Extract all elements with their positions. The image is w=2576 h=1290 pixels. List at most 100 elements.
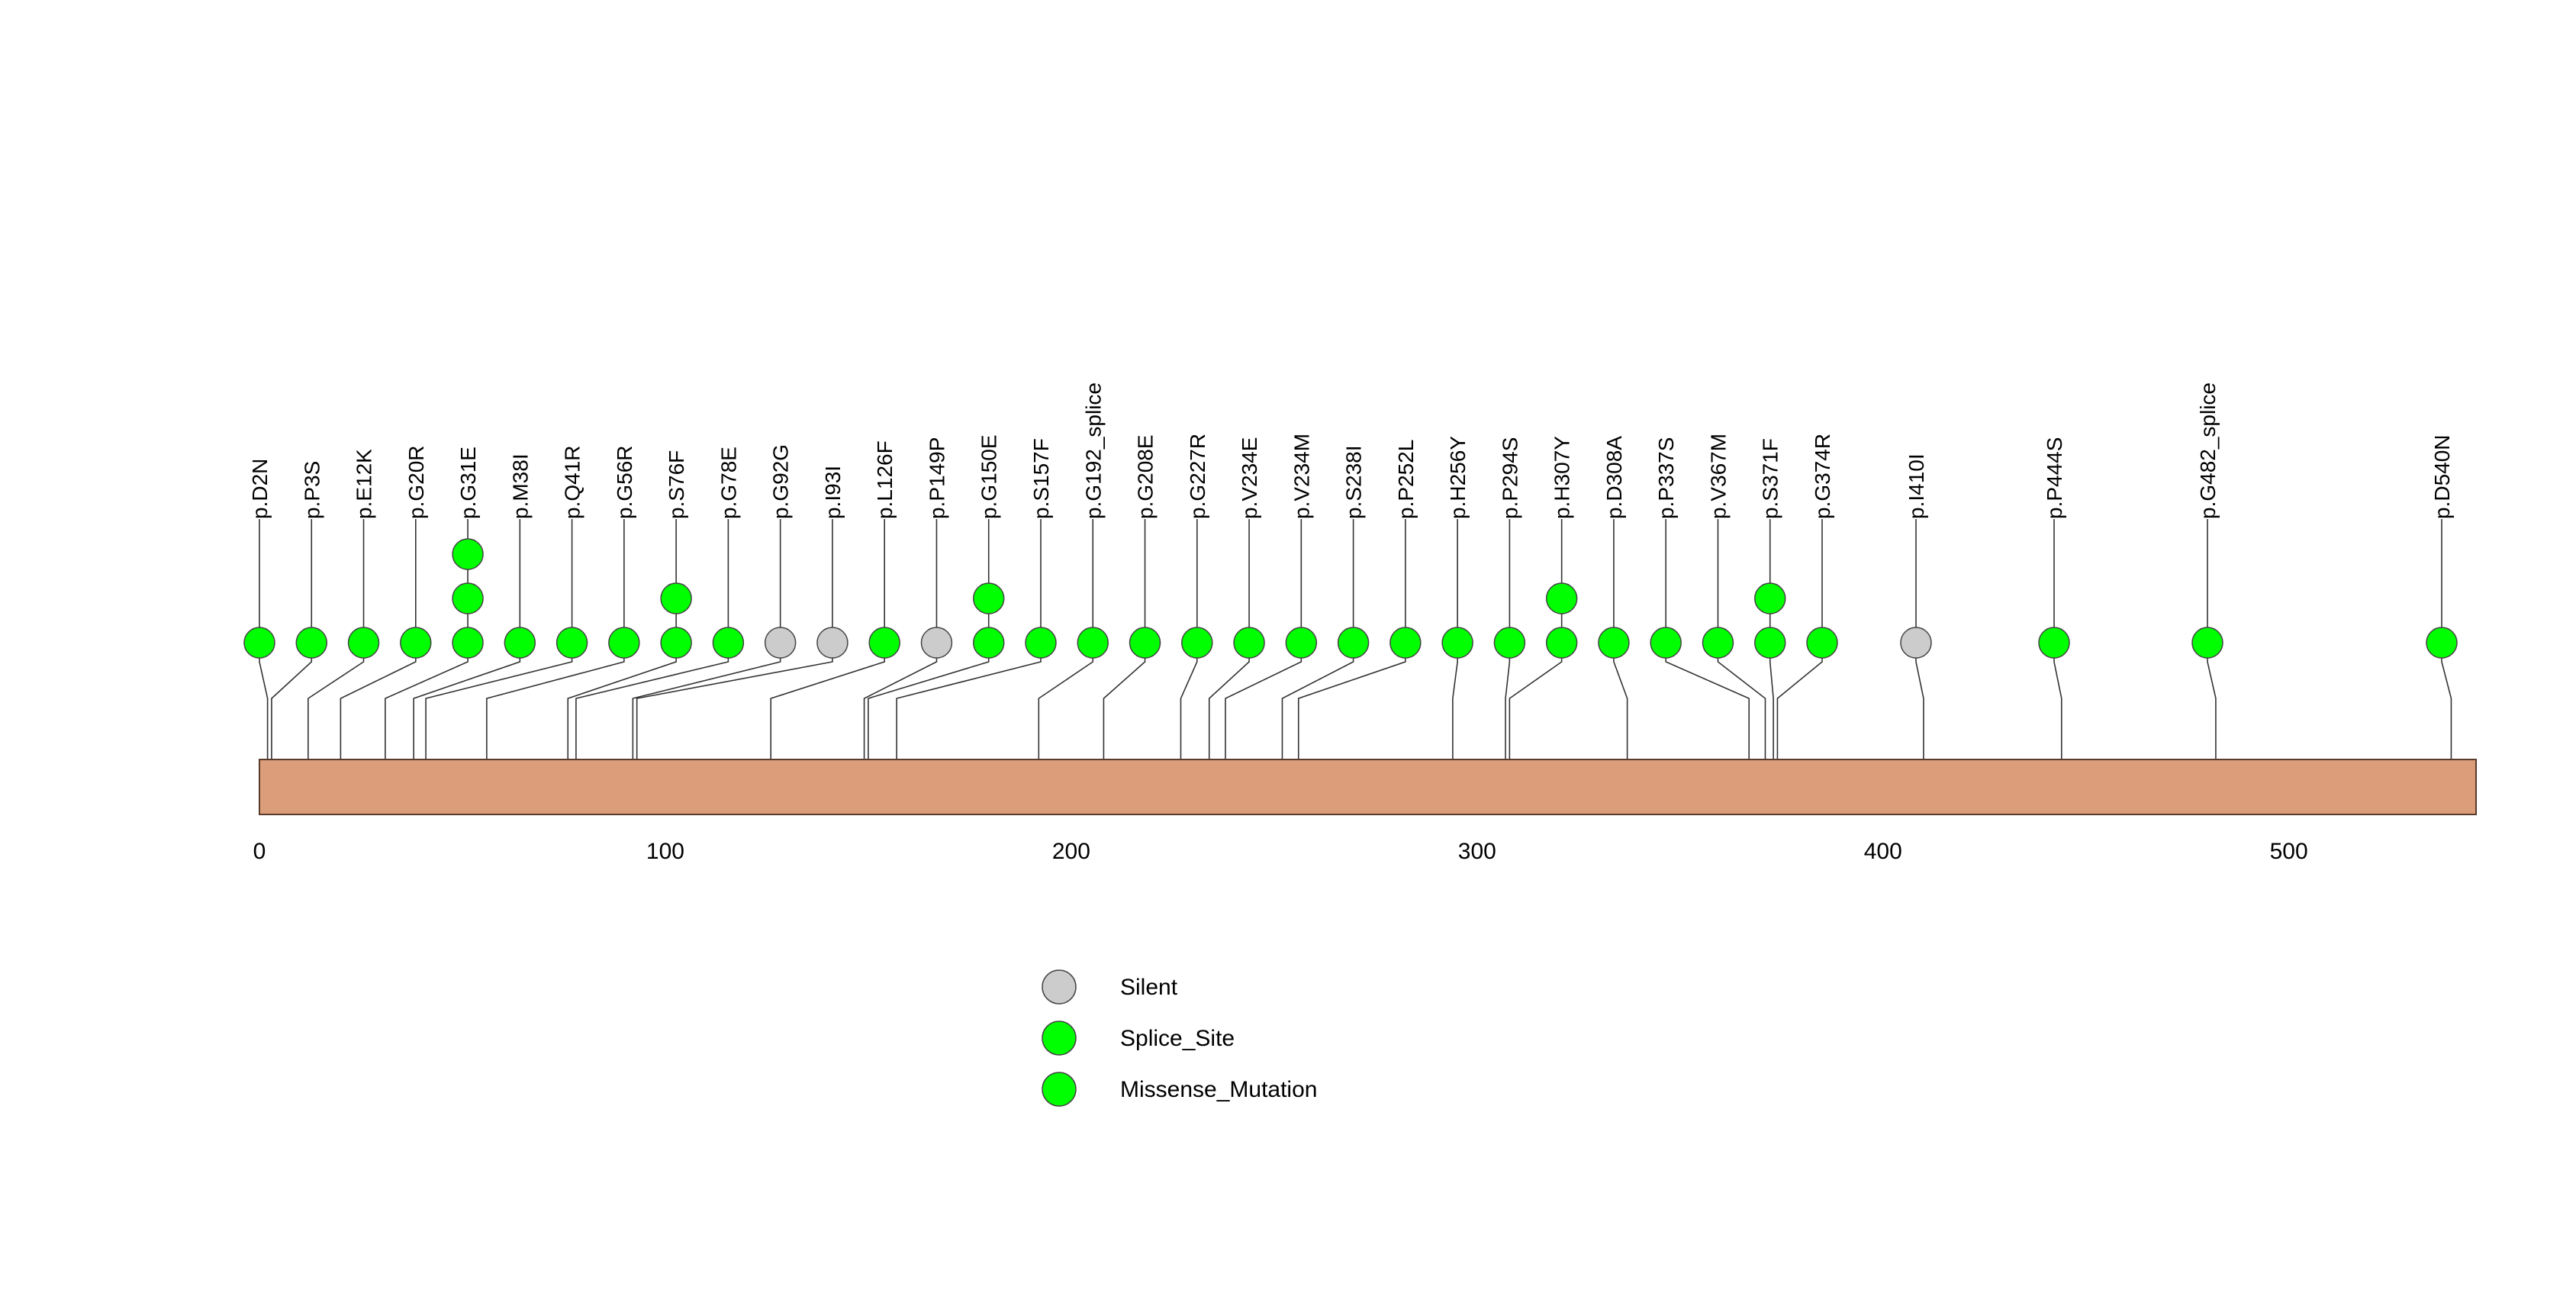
mutation-stem <box>863 519 938 814</box>
mutation-label: p.G78E <box>716 447 740 519</box>
mutation-label: p.G31E <box>456 447 480 519</box>
mutation-dot <box>452 627 484 659</box>
mutation-dot <box>243 627 275 659</box>
mutation-stem <box>896 519 1042 814</box>
mutation-label: p.L126F <box>873 440 897 519</box>
mutation-dot <box>452 582 484 614</box>
mutation-dot <box>868 627 900 659</box>
mutation-dot <box>1129 627 1161 659</box>
mutation-dot <box>660 582 692 614</box>
mutation-dot <box>972 582 1005 614</box>
mutation-dot <box>452 538 484 570</box>
mutation-stem <box>1038 519 1094 814</box>
mutation-dot <box>1598 627 1630 659</box>
mutation-label: p.D2N <box>248 459 272 519</box>
mutation-label: p.G20R <box>404 446 428 520</box>
mutation-dot <box>555 627 588 659</box>
mutation-stem <box>308 519 365 814</box>
mutation-label: p.H307Y <box>1550 436 1574 519</box>
mutation-stem <box>425 519 573 814</box>
mutation-label: p.P3S <box>300 461 324 519</box>
mutation-stem <box>1281 519 1354 814</box>
mutation-stem <box>1776 519 1823 814</box>
mutation-stem <box>2207 519 2217 814</box>
x-tick-label: 300 <box>1458 839 1496 864</box>
x-tick-label: 500 <box>2270 839 2308 864</box>
mutation-stem <box>636 519 833 814</box>
mutation-label: p.G92G <box>769 444 793 519</box>
mutation-label: p.G192_splice <box>1081 382 1105 519</box>
mutation-stem <box>486 519 625 814</box>
mutation-stem <box>1915 519 1924 814</box>
x-tick-label: 400 <box>1864 839 1902 864</box>
mutation-dot <box>400 627 432 659</box>
mutation-stem <box>340 519 417 814</box>
mutation-label: p.D540N <box>2430 434 2454 519</box>
mutation-stem <box>1208 519 1250 814</box>
mutation-stem <box>1103 519 1146 814</box>
legend-label: Splice_Site <box>1120 1026 1235 1051</box>
mutation-stem <box>1613 519 1628 814</box>
mutation-stem <box>271 519 313 814</box>
mutation-label: p.V234E <box>1238 437 1261 519</box>
mutation-dot <box>660 627 692 659</box>
mutation-dot <box>1181 627 1213 659</box>
legend-swatch <box>1042 1072 1077 1107</box>
mutation-stem <box>1717 519 1766 814</box>
protein-bar <box>259 759 2477 815</box>
mutation-label: p.H256Y <box>1446 436 1470 519</box>
mutation-stem <box>1505 519 1511 814</box>
mutation-dot <box>1337 627 1370 659</box>
mutation-label: p.G482_splice <box>2196 382 2220 519</box>
mutation-label: p.V234M <box>1290 434 1313 519</box>
lollipop-layer: p.D2N p.P3S p.E12K p.G20R p.G31E p.M38I p.Q41R… <box>243 382 2458 659</box>
mutation-dot <box>2191 627 2223 659</box>
x-tick-label: 0 <box>253 839 266 864</box>
legend-swatch <box>1042 969 1077 1005</box>
mutation-stem <box>1452 519 1458 814</box>
mutation-label: p.G208E <box>1134 434 1158 519</box>
mutation-dot <box>1285 627 1318 659</box>
mutation-stem <box>770 519 885 814</box>
mutation-dot <box>504 627 536 659</box>
mutation-dot <box>2426 627 2458 659</box>
mutation-dot <box>1702 627 1734 659</box>
mutation-stem <box>2053 519 2062 814</box>
legend-swatch <box>1042 1021 1077 1056</box>
mutation-dot <box>712 627 745 659</box>
legend-label: Silent <box>1120 975 1178 1000</box>
mutation-dot <box>1545 627 1578 659</box>
mutation-dot <box>1806 627 1838 659</box>
mutation-label: p.G56R <box>613 446 636 520</box>
mutation-label: p.P252L <box>1394 440 1418 519</box>
mutation-dot <box>816 627 848 659</box>
mutation-dot <box>347 627 380 659</box>
mutation-dot <box>2038 627 2070 659</box>
x-axis: 0 100 200 300 400 500 <box>253 839 2308 864</box>
mutation-label: p.G150E <box>977 434 1001 519</box>
mutation-label: p.P149P <box>925 437 948 519</box>
mutation-dot <box>1753 627 1786 659</box>
mutation-dot <box>1545 582 1578 614</box>
mutation-stem <box>575 519 729 814</box>
mutation-label: p.S371F <box>1759 438 1782 519</box>
mutation-label: p.G227R <box>1186 434 1209 519</box>
mutation-dot <box>1441 627 1473 659</box>
mutation-dot <box>1753 582 1786 614</box>
mutation-stem <box>1225 519 1302 814</box>
mutation-label: p.V367M <box>1706 434 1730 519</box>
legend-label: Missense_Mutation <box>1120 1077 1317 1102</box>
mutation-dot <box>1389 627 1422 659</box>
mutation-label: p.S238I <box>1342 445 1366 519</box>
mutation-dot <box>1025 627 1057 659</box>
mutation-label: p.I93I <box>821 466 845 519</box>
mutation-dot <box>1233 627 1265 659</box>
protein-domain-layer <box>259 759 2477 815</box>
mutation-label: p.P294S <box>1498 437 1521 519</box>
legend: Silent Splice_Site Missense_Mutation <box>1042 969 1317 1107</box>
mutation-dot <box>1077 627 1109 659</box>
mutation-label: p.G374R <box>1811 434 1834 519</box>
mutation-label: p.S157F <box>1029 438 1053 519</box>
mutation-label: p.S76F <box>665 450 688 519</box>
